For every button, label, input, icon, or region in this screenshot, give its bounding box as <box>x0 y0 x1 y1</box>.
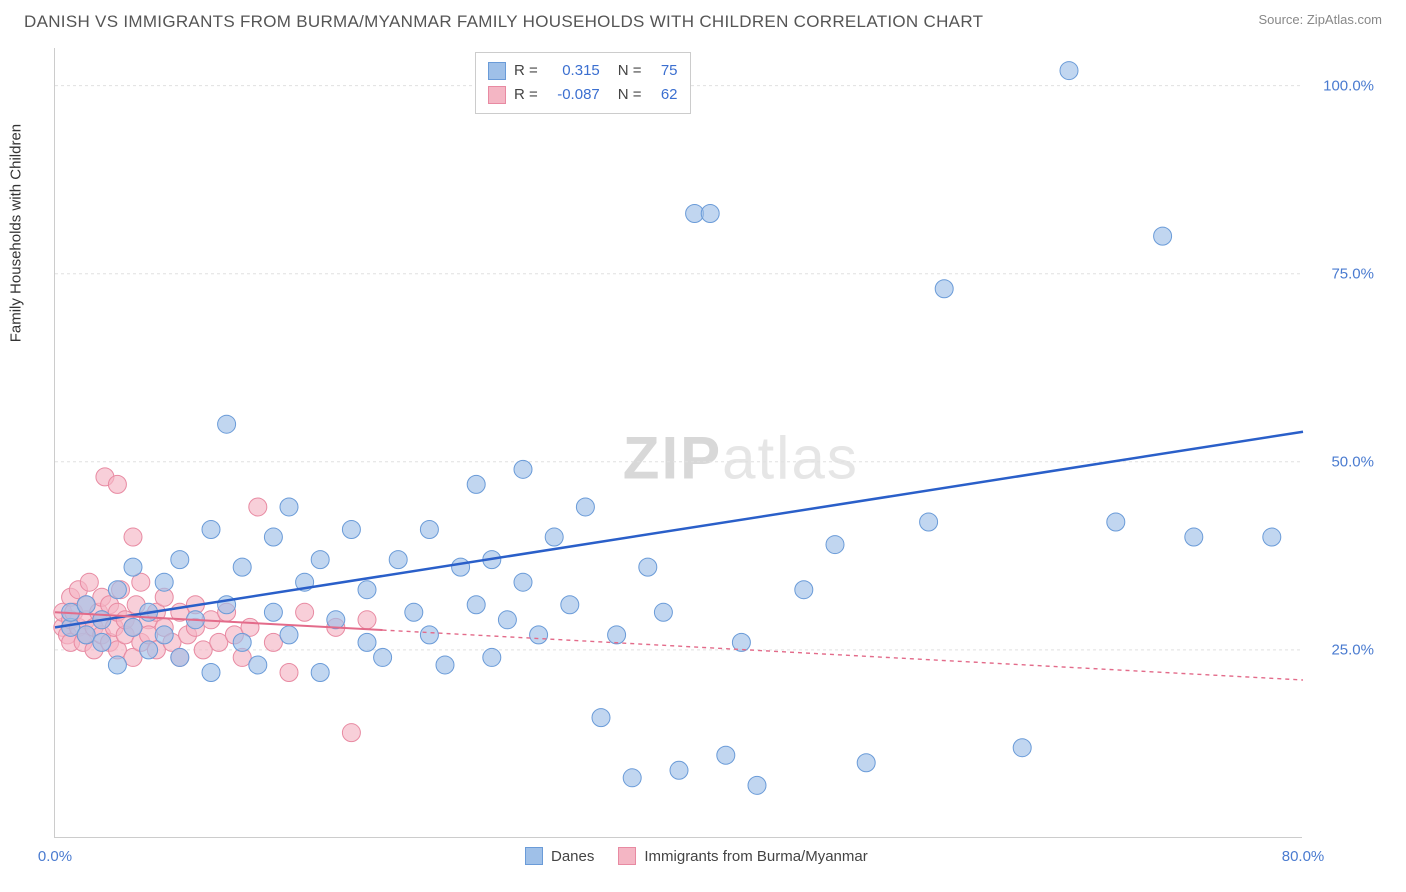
stats-row-series-0: R = 0.315 N = 75 <box>488 59 678 83</box>
correlation-stats-box: R = 0.315 N = 75 R = -0.087 N = 62 <box>475 52 691 114</box>
stats-swatch-1 <box>488 86 506 104</box>
stats-r-value-1: -0.087 <box>546 83 600 107</box>
stats-r-label: R = <box>514 83 538 107</box>
scatter-plot-svg <box>55 48 1303 838</box>
bottom-legend: Danes Immigrants from Burma/Myanmar <box>525 847 868 865</box>
legend-label-1: Immigrants from Burma/Myanmar <box>644 848 867 865</box>
plot-area: ZIPatlas 25.0%50.0%75.0%100.0% 0.0%80.0%… <box>54 48 1302 838</box>
stats-r-value-0: 0.315 <box>546 59 600 83</box>
stats-n-value-1: 62 <box>650 83 678 107</box>
stats-r-label: R = <box>514 59 538 83</box>
x-tick-label: 0.0% <box>38 848 72 865</box>
legend-swatch-0 <box>525 847 543 865</box>
legend-item-1: Immigrants from Burma/Myanmar <box>618 847 867 865</box>
stats-n-label: N = <box>618 83 642 107</box>
legend-item-0: Danes <box>525 847 594 865</box>
y-tick-label: 75.0% <box>1310 265 1374 282</box>
legend-label-0: Danes <box>551 848 594 865</box>
stats-n-label: N = <box>618 59 642 83</box>
source-attribution: Source: ZipAtlas.com <box>1258 12 1382 27</box>
y-axis-label: Family Households with Children <box>8 124 25 342</box>
chart-container: Family Households with Children ZIPatlas… <box>54 48 1374 838</box>
legend-swatch-1 <box>618 847 636 865</box>
y-tick-label: 100.0% <box>1310 77 1374 94</box>
y-tick-label: 50.0% <box>1310 453 1374 470</box>
y-tick-label: 25.0% <box>1310 641 1374 658</box>
stats-row-series-1: R = -0.087 N = 62 <box>488 83 678 107</box>
x-tick-label: 80.0% <box>1282 848 1325 865</box>
stats-n-value-0: 75 <box>650 59 678 83</box>
stats-swatch-0 <box>488 62 506 80</box>
chart-title: DANISH VS IMMIGRANTS FROM BURMA/MYANMAR … <box>24 12 983 32</box>
